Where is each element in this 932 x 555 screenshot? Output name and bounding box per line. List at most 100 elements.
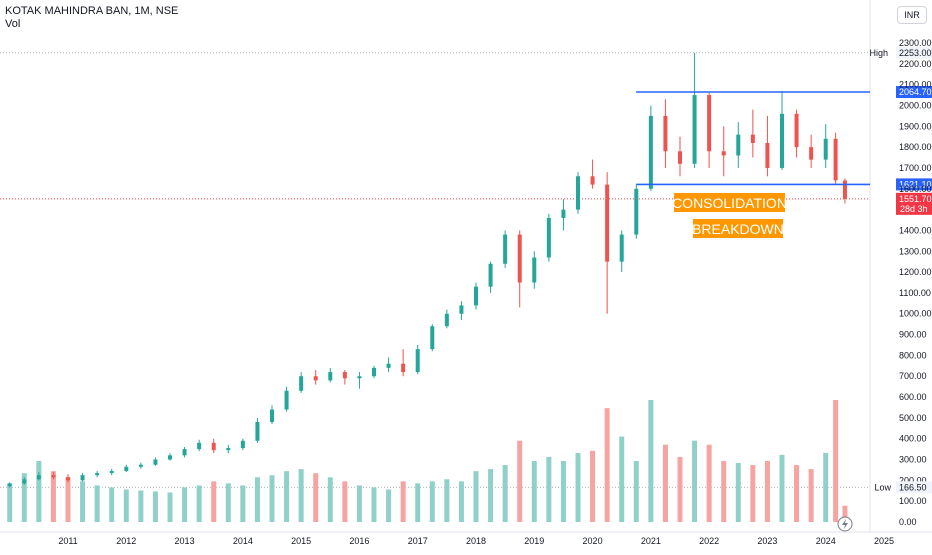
time-tick-label: 2019 bbox=[524, 536, 544, 546]
candle-body bbox=[459, 305, 464, 314]
last-price-value: 1551.70 bbox=[899, 194, 932, 204]
volume-bar bbox=[750, 465, 756, 522]
candle-body bbox=[153, 459, 158, 465]
candle-body bbox=[444, 313, 449, 327]
time-tick-label: 2024 bbox=[816, 536, 836, 546]
volume-bar bbox=[833, 400, 839, 522]
reference-dotted-lines bbox=[0, 52, 870, 488]
candle-body bbox=[842, 180, 847, 199]
candle-body bbox=[430, 326, 435, 350]
candle-body bbox=[503, 234, 508, 264]
volume-bar bbox=[842, 505, 848, 522]
volume-bar bbox=[152, 491, 158, 522]
volume-bar bbox=[531, 461, 537, 522]
lightning-bolt bbox=[842, 519, 848, 529]
candle-body bbox=[109, 470, 114, 474]
candle-body bbox=[211, 442, 216, 451]
candle-body bbox=[532, 257, 537, 283]
candle-body bbox=[823, 138, 828, 160]
volume-bar bbox=[356, 485, 362, 522]
price-tick-label: 800.00 bbox=[899, 350, 927, 360]
price-tick-label: 2300.00 bbox=[899, 38, 932, 48]
candle-body bbox=[7, 483, 12, 487]
candle-body bbox=[386, 363, 391, 368]
volume-bar bbox=[590, 450, 596, 522]
candle-body bbox=[780, 113, 784, 168]
price-tick-label: 900.00 bbox=[899, 330, 927, 340]
volume-bar bbox=[269, 475, 275, 522]
candle-body bbox=[590, 176, 595, 185]
candle-body bbox=[124, 466, 129, 471]
volume-bar bbox=[36, 461, 42, 522]
volume-bar bbox=[429, 481, 435, 522]
volume-bars bbox=[7, 400, 848, 522]
candle-body bbox=[66, 477, 70, 481]
price-tick-label: 1600.00 bbox=[899, 184, 932, 194]
volume-bar bbox=[458, 481, 464, 522]
volume-bar bbox=[94, 485, 100, 522]
volume-bar bbox=[167, 492, 173, 522]
volume-bar bbox=[794, 465, 800, 522]
time-tick-label: 2020 bbox=[583, 536, 603, 546]
high-label: High bbox=[869, 48, 888, 58]
volume-bar bbox=[706, 444, 712, 522]
last-price-box bbox=[896, 192, 932, 215]
volume-bar bbox=[123, 489, 129, 522]
price-tick-label: 1200.00 bbox=[899, 267, 932, 277]
time-axis: 2010201120122013201420152016201720182019… bbox=[58, 536, 894, 546]
volume-bar bbox=[225, 483, 231, 522]
high-value-box bbox=[896, 46, 932, 59]
candle-body bbox=[401, 363, 406, 373]
volume-bar bbox=[444, 479, 450, 522]
volume-bar bbox=[342, 481, 348, 522]
volume-bar bbox=[560, 461, 566, 522]
volume-label: Vol bbox=[5, 18, 21, 30]
candle-body bbox=[736, 134, 741, 156]
time-tick-label: 2021 bbox=[641, 536, 661, 546]
time-tick-label: 2015 bbox=[291, 536, 311, 546]
volume-bar bbox=[648, 400, 654, 522]
volume-bar bbox=[779, 454, 785, 522]
time-tick-label: 2012 bbox=[116, 536, 136, 546]
level-price-box bbox=[896, 86, 932, 99]
annotations: CONSOLIDATION BREAKDOWN bbox=[672, 193, 853, 532]
candle-body bbox=[648, 115, 653, 189]
candle-body bbox=[750, 134, 755, 143]
low-value-box bbox=[896, 481, 932, 494]
candle-body bbox=[22, 479, 27, 484]
low-label: Low bbox=[874, 482, 891, 492]
candle-body bbox=[299, 376, 304, 391]
candle-body bbox=[270, 409, 274, 423]
candle-body bbox=[138, 464, 143, 467]
level-price-box bbox=[896, 178, 932, 191]
currency-button[interactable]: INR bbox=[897, 6, 927, 24]
candle-body bbox=[765, 142, 770, 168]
candle-body bbox=[197, 442, 202, 450]
volume-bar bbox=[65, 477, 71, 522]
volume-bar bbox=[677, 456, 683, 522]
candle-body bbox=[605, 184, 610, 262]
volume-bar bbox=[546, 456, 552, 522]
volume-bar bbox=[386, 489, 392, 522]
candle-body bbox=[255, 422, 260, 441]
candle-body bbox=[474, 286, 478, 306]
candle-body bbox=[576, 176, 580, 210]
volume-bar bbox=[182, 487, 188, 522]
candle-body bbox=[313, 376, 318, 381]
candle-body bbox=[546, 217, 551, 258]
volume-bar bbox=[327, 477, 333, 522]
volume-bar bbox=[721, 461, 727, 522]
volume-bar bbox=[284, 471, 290, 522]
candle-body bbox=[488, 263, 493, 287]
volume-bar bbox=[735, 463, 741, 522]
price-tick-label: 2200.00 bbox=[899, 59, 932, 69]
volume-bar bbox=[7, 483, 13, 522]
price-tick-label: 200.00 bbox=[899, 475, 927, 485]
candle-body bbox=[357, 376, 362, 379]
annotation-box bbox=[674, 193, 785, 212]
volume-bar bbox=[604, 408, 610, 522]
volume-bar bbox=[517, 440, 523, 522]
